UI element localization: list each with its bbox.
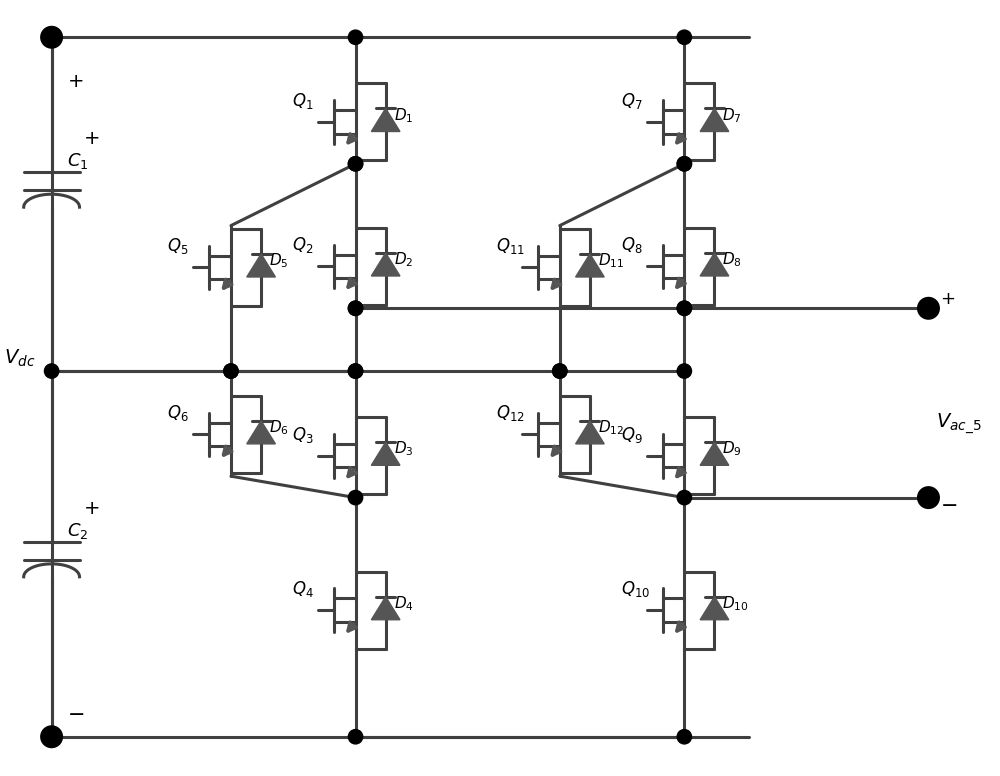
Circle shape [918,298,938,318]
Text: $D_3$: $D_3$ [394,440,413,459]
Text: $-$: $-$ [940,494,958,514]
Text: $D_5$: $D_5$ [269,251,289,270]
Text: $+$: $+$ [83,499,100,518]
Text: $V_{dc}$: $V_{dc}$ [4,348,35,369]
Circle shape [348,157,363,171]
Text: $Q_8$: $Q_8$ [621,235,642,255]
Circle shape [224,364,238,378]
Text: $Q_{11}$: $Q_{11}$ [496,237,525,257]
Circle shape [348,490,363,504]
Text: $Q_7$: $Q_7$ [621,91,642,111]
Text: $Q_5$: $Q_5$ [167,237,189,257]
Circle shape [677,30,692,44]
Text: $C_2$: $C_2$ [67,521,88,541]
Circle shape [44,30,59,44]
Text: $Q_{12}$: $Q_{12}$ [496,404,525,424]
Text: $Q_6$: $Q_6$ [167,404,189,424]
Text: $Q_{10}$: $Q_{10}$ [621,579,650,599]
Text: $D_{10}$: $D_{10}$ [722,594,749,613]
Circle shape [553,364,567,378]
Polygon shape [371,253,400,276]
Polygon shape [576,254,604,277]
Polygon shape [700,253,729,276]
Text: $D_8$: $D_8$ [722,251,742,269]
Circle shape [348,157,363,171]
Circle shape [677,364,692,378]
Text: $Q_1$: $Q_1$ [292,91,313,111]
Text: $V_{ac\_5}$: $V_{ac\_5}$ [936,412,982,436]
Circle shape [677,729,692,744]
Text: $+$: $+$ [940,290,956,308]
Polygon shape [247,254,275,277]
Text: $D_4$: $D_4$ [394,594,413,613]
Text: $D_{11}$: $D_{11}$ [598,251,624,270]
Polygon shape [247,421,275,444]
Circle shape [677,157,692,171]
Circle shape [44,364,59,378]
Circle shape [348,729,363,744]
Text: $D_6$: $D_6$ [269,418,289,437]
Circle shape [677,301,692,316]
Text: $D_9$: $D_9$ [722,440,742,459]
Circle shape [42,27,62,47]
Circle shape [677,157,692,171]
Circle shape [553,364,567,378]
Polygon shape [576,421,604,444]
Circle shape [348,301,363,316]
Polygon shape [371,109,400,131]
Polygon shape [371,442,400,466]
Circle shape [677,301,692,316]
Circle shape [348,364,363,378]
Text: $+$: $+$ [67,72,83,91]
Text: $-$: $-$ [67,703,84,722]
Text: $+$: $+$ [83,130,100,148]
Text: $D_2$: $D_2$ [394,251,413,269]
Circle shape [348,301,363,316]
Text: $Q_3$: $Q_3$ [292,424,313,445]
Circle shape [44,729,59,744]
Polygon shape [700,442,729,466]
Text: $C_1$: $C_1$ [67,151,88,171]
Text: $Q_2$: $Q_2$ [292,235,313,255]
Text: $D_1$: $D_1$ [394,106,413,125]
Circle shape [918,487,938,508]
Circle shape [348,364,363,378]
Circle shape [677,490,692,504]
Polygon shape [371,597,400,620]
Circle shape [348,30,363,44]
Text: $Q_9$: $Q_9$ [621,424,642,445]
Text: $Q_4$: $Q_4$ [292,579,314,599]
Circle shape [224,364,238,378]
Polygon shape [700,109,729,131]
Circle shape [42,727,62,747]
Text: $D_7$: $D_7$ [722,106,742,125]
Polygon shape [700,597,729,620]
Text: $D_{12}$: $D_{12}$ [598,418,624,437]
